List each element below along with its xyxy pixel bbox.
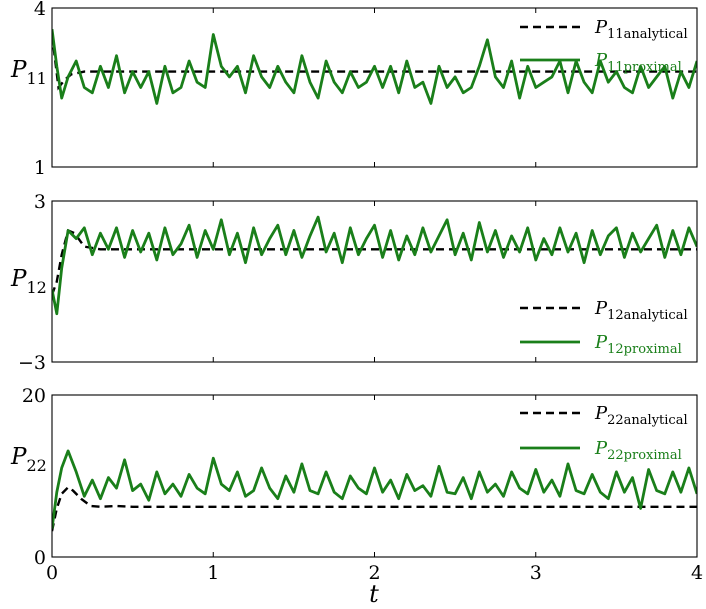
y-tick-label: 0 (34, 547, 46, 569)
y-tick-label: 20 (22, 385, 46, 407)
x-tick-label: 2 (368, 562, 380, 584)
legend-entry: P11proximal (594, 50, 682, 75)
legend: P22analytical P22proximal (520, 403, 688, 463)
legend: P12analytical P12proximal (520, 298, 688, 357)
y-axis-label: P12 (10, 266, 47, 297)
legend-entry: P12analytical (594, 298, 688, 323)
series-line-22analytical (52, 485, 697, 532)
legend-entry: P22analytical (594, 403, 688, 428)
series-line-12proximal (52, 215, 697, 316)
legend-entry: P22proximal (594, 438, 682, 463)
y-tick-label: 1 (34, 157, 46, 179)
series-line-22proximal (52, 449, 697, 529)
y-tick-label: −3 (18, 352, 46, 374)
x-tick-label: 1 (207, 562, 219, 584)
series-line-12analytical (52, 228, 697, 296)
panel-2: −3 3 P12 P12analytical P12proximal (10, 191, 698, 374)
x-tick-label: 3 (530, 562, 542, 584)
series-line-11analytical (52, 34, 697, 91)
legend-entry: P12proximal (594, 332, 682, 357)
x-tick-label: 4 (691, 562, 703, 584)
y-axis-label: P11 (10, 57, 47, 88)
legend: P11analytical P11proximal (520, 17, 688, 75)
x-axis-label: t (369, 580, 379, 608)
panel-3: 0 1 2 3 4 0 20 P22 P22analytical P22proximal (10, 385, 703, 584)
y-tick-label: 3 (34, 191, 46, 213)
series-line-11proximal (52, 29, 697, 105)
panel-1: 1 4 P11 P11analytical P11proximal (10, 0, 698, 179)
x-tick-label: 0 (46, 562, 58, 584)
y-axis-label: P22 (10, 444, 47, 475)
y-tick-label: 4 (34, 0, 46, 20)
legend-entry: P11analytical (594, 17, 688, 42)
